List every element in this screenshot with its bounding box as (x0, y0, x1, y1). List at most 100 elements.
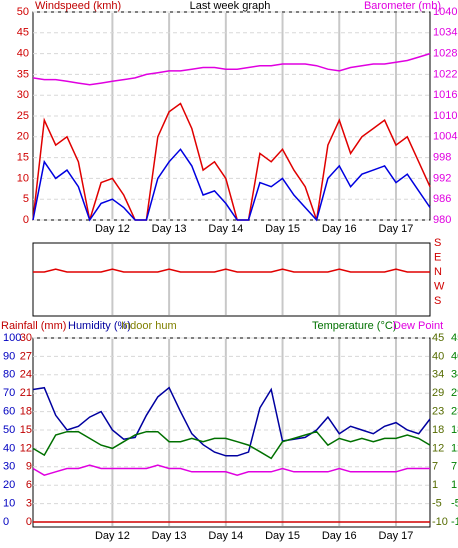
y-tick-label: 0 (3, 516, 9, 528)
y-tick-label: 45 (432, 332, 444, 344)
y-tick-label: -10 (451, 516, 458, 528)
y-tick-label: 12 (451, 442, 458, 454)
y-tick-label: 23 (451, 406, 458, 418)
y-tick-label: 1004 (433, 131, 457, 143)
y-tick-label: -5 (432, 498, 442, 510)
series-line (33, 268, 430, 273)
x-tick-label: Day 17 (379, 223, 414, 235)
y-tick-label: 10 (3, 498, 15, 510)
y-tick-label: S (434, 237, 441, 249)
y-tick-label: 1040 (433, 6, 457, 18)
y-tick-label: 34 (432, 369, 444, 381)
y-tick-label: 998 (433, 152, 451, 164)
y-tick-label: 40 (451, 350, 458, 362)
x-tick-label: Day 14 (208, 223, 243, 235)
windspeed-label: Windspeed (kmh) (35, 0, 121, 12)
y-tick-label: 45 (451, 332, 458, 344)
y-tick-label: S (434, 295, 441, 307)
series-line (32, 52, 431, 86)
y-tick-label: 45 (17, 27, 29, 39)
y-tick-label: 1 (451, 479, 457, 491)
y-tick-label: 20 (3, 479, 15, 491)
y-tick-label: 25 (17, 110, 29, 122)
y-tick-label: 986 (433, 193, 451, 205)
x-tick-label: Day 16 (322, 530, 357, 542)
y-tick-label: 23 (432, 406, 444, 418)
chart-title: Last week graph (190, 0, 271, 12)
y-tick-label: 3 (26, 498, 32, 510)
y-tick-label: 980 (433, 214, 451, 226)
humidity-label: Humidity (%) (68, 320, 131, 332)
y-tick-label: 40 (3, 442, 15, 454)
x-tick-label: Day 17 (379, 530, 414, 542)
y-tick-label: 12 (20, 442, 32, 454)
temperature-label: Temperature (°C) (312, 320, 396, 332)
y-tick-label: 15 (17, 152, 29, 164)
x-tick-label: Day 13 (152, 223, 187, 235)
y-tick-label: 30 (20, 332, 32, 344)
y-tick-label: 18 (432, 424, 444, 436)
y-tick-label: 50 (17, 6, 29, 18)
series-line (32, 430, 431, 460)
y-tick-label: N (434, 266, 442, 278)
y-tick-label: 21 (20, 387, 32, 399)
y-tick-label: 40 (432, 350, 444, 362)
y-tick-label: 1022 (433, 68, 457, 80)
barometer-label: Barometer (mb) (364, 0, 441, 12)
series-line (32, 464, 430, 477)
y-tick-label: 90 (3, 350, 15, 362)
y-tick-label: 1 (432, 479, 438, 491)
x-tick-label: Day 14 (208, 530, 243, 542)
y-tick-label: 1016 (433, 89, 457, 101)
dew-point-label: Dew Point (393, 320, 443, 332)
indoor-hum-label: Indoor hum (121, 320, 177, 332)
y-tick-label: 992 (433, 172, 451, 184)
y-tick-label: 10 (17, 172, 29, 184)
x-tick-label: Day 12 (95, 223, 130, 235)
plot-frame (32, 337, 431, 528)
y-tick-label: 12 (432, 442, 444, 454)
y-tick-label: E (434, 251, 441, 263)
y-tick-label: 5 (23, 193, 29, 205)
x-tick-label: Day 16 (322, 223, 357, 235)
y-tick-label: -5 (451, 498, 458, 510)
y-tick-label: 7 (451, 461, 457, 473)
x-tick-label: Day 15 (265, 530, 300, 542)
y-tick-label: 50 (3, 424, 15, 436)
rainfall-label: Rainfall (mm) (1, 320, 66, 332)
y-tick-label: 60 (3, 406, 15, 418)
y-tick-label: 20 (17, 131, 29, 143)
series-line (32, 148, 431, 222)
x-tick-label: Day 15 (265, 223, 300, 235)
y-tick-label: 1034 (433, 27, 457, 39)
y-tick-label: 34 (451, 369, 458, 381)
y-tick-label: -10 (432, 516, 448, 528)
y-tick-label: 40 (17, 48, 29, 60)
y-tick-label: W (434, 280, 445, 292)
series-line (32, 386, 431, 457)
y-tick-label: 100 (3, 332, 21, 344)
x-tick-label: Day 13 (152, 530, 187, 542)
y-tick-label: 30 (17, 89, 29, 101)
y-tick-label: 29 (451, 387, 458, 399)
y-tick-label: 27 (20, 350, 32, 362)
y-tick-label: 15 (20, 424, 32, 436)
y-tick-label: 35 (17, 68, 29, 80)
y-tick-label: 6 (26, 479, 32, 491)
y-tick-label: 30 (3, 461, 15, 473)
y-tick-label: 80 (3, 369, 15, 381)
y-tick-label: 18 (451, 424, 458, 436)
y-tick-label: 9 (26, 461, 32, 473)
series-line (32, 102, 431, 221)
y-tick-label: 0 (23, 214, 29, 226)
y-tick-label: 0 (26, 516, 32, 528)
y-tick-label: 24 (20, 369, 32, 381)
y-tick-label: 18 (20, 406, 32, 418)
y-tick-label: 1028 (433, 48, 457, 60)
x-tick-label: Day 12 (95, 530, 130, 542)
plot-frame (32, 242, 431, 317)
y-tick-label: 7 (432, 461, 438, 473)
y-tick-label: 29 (432, 387, 444, 399)
y-tick-label: 1010 (433, 110, 457, 122)
